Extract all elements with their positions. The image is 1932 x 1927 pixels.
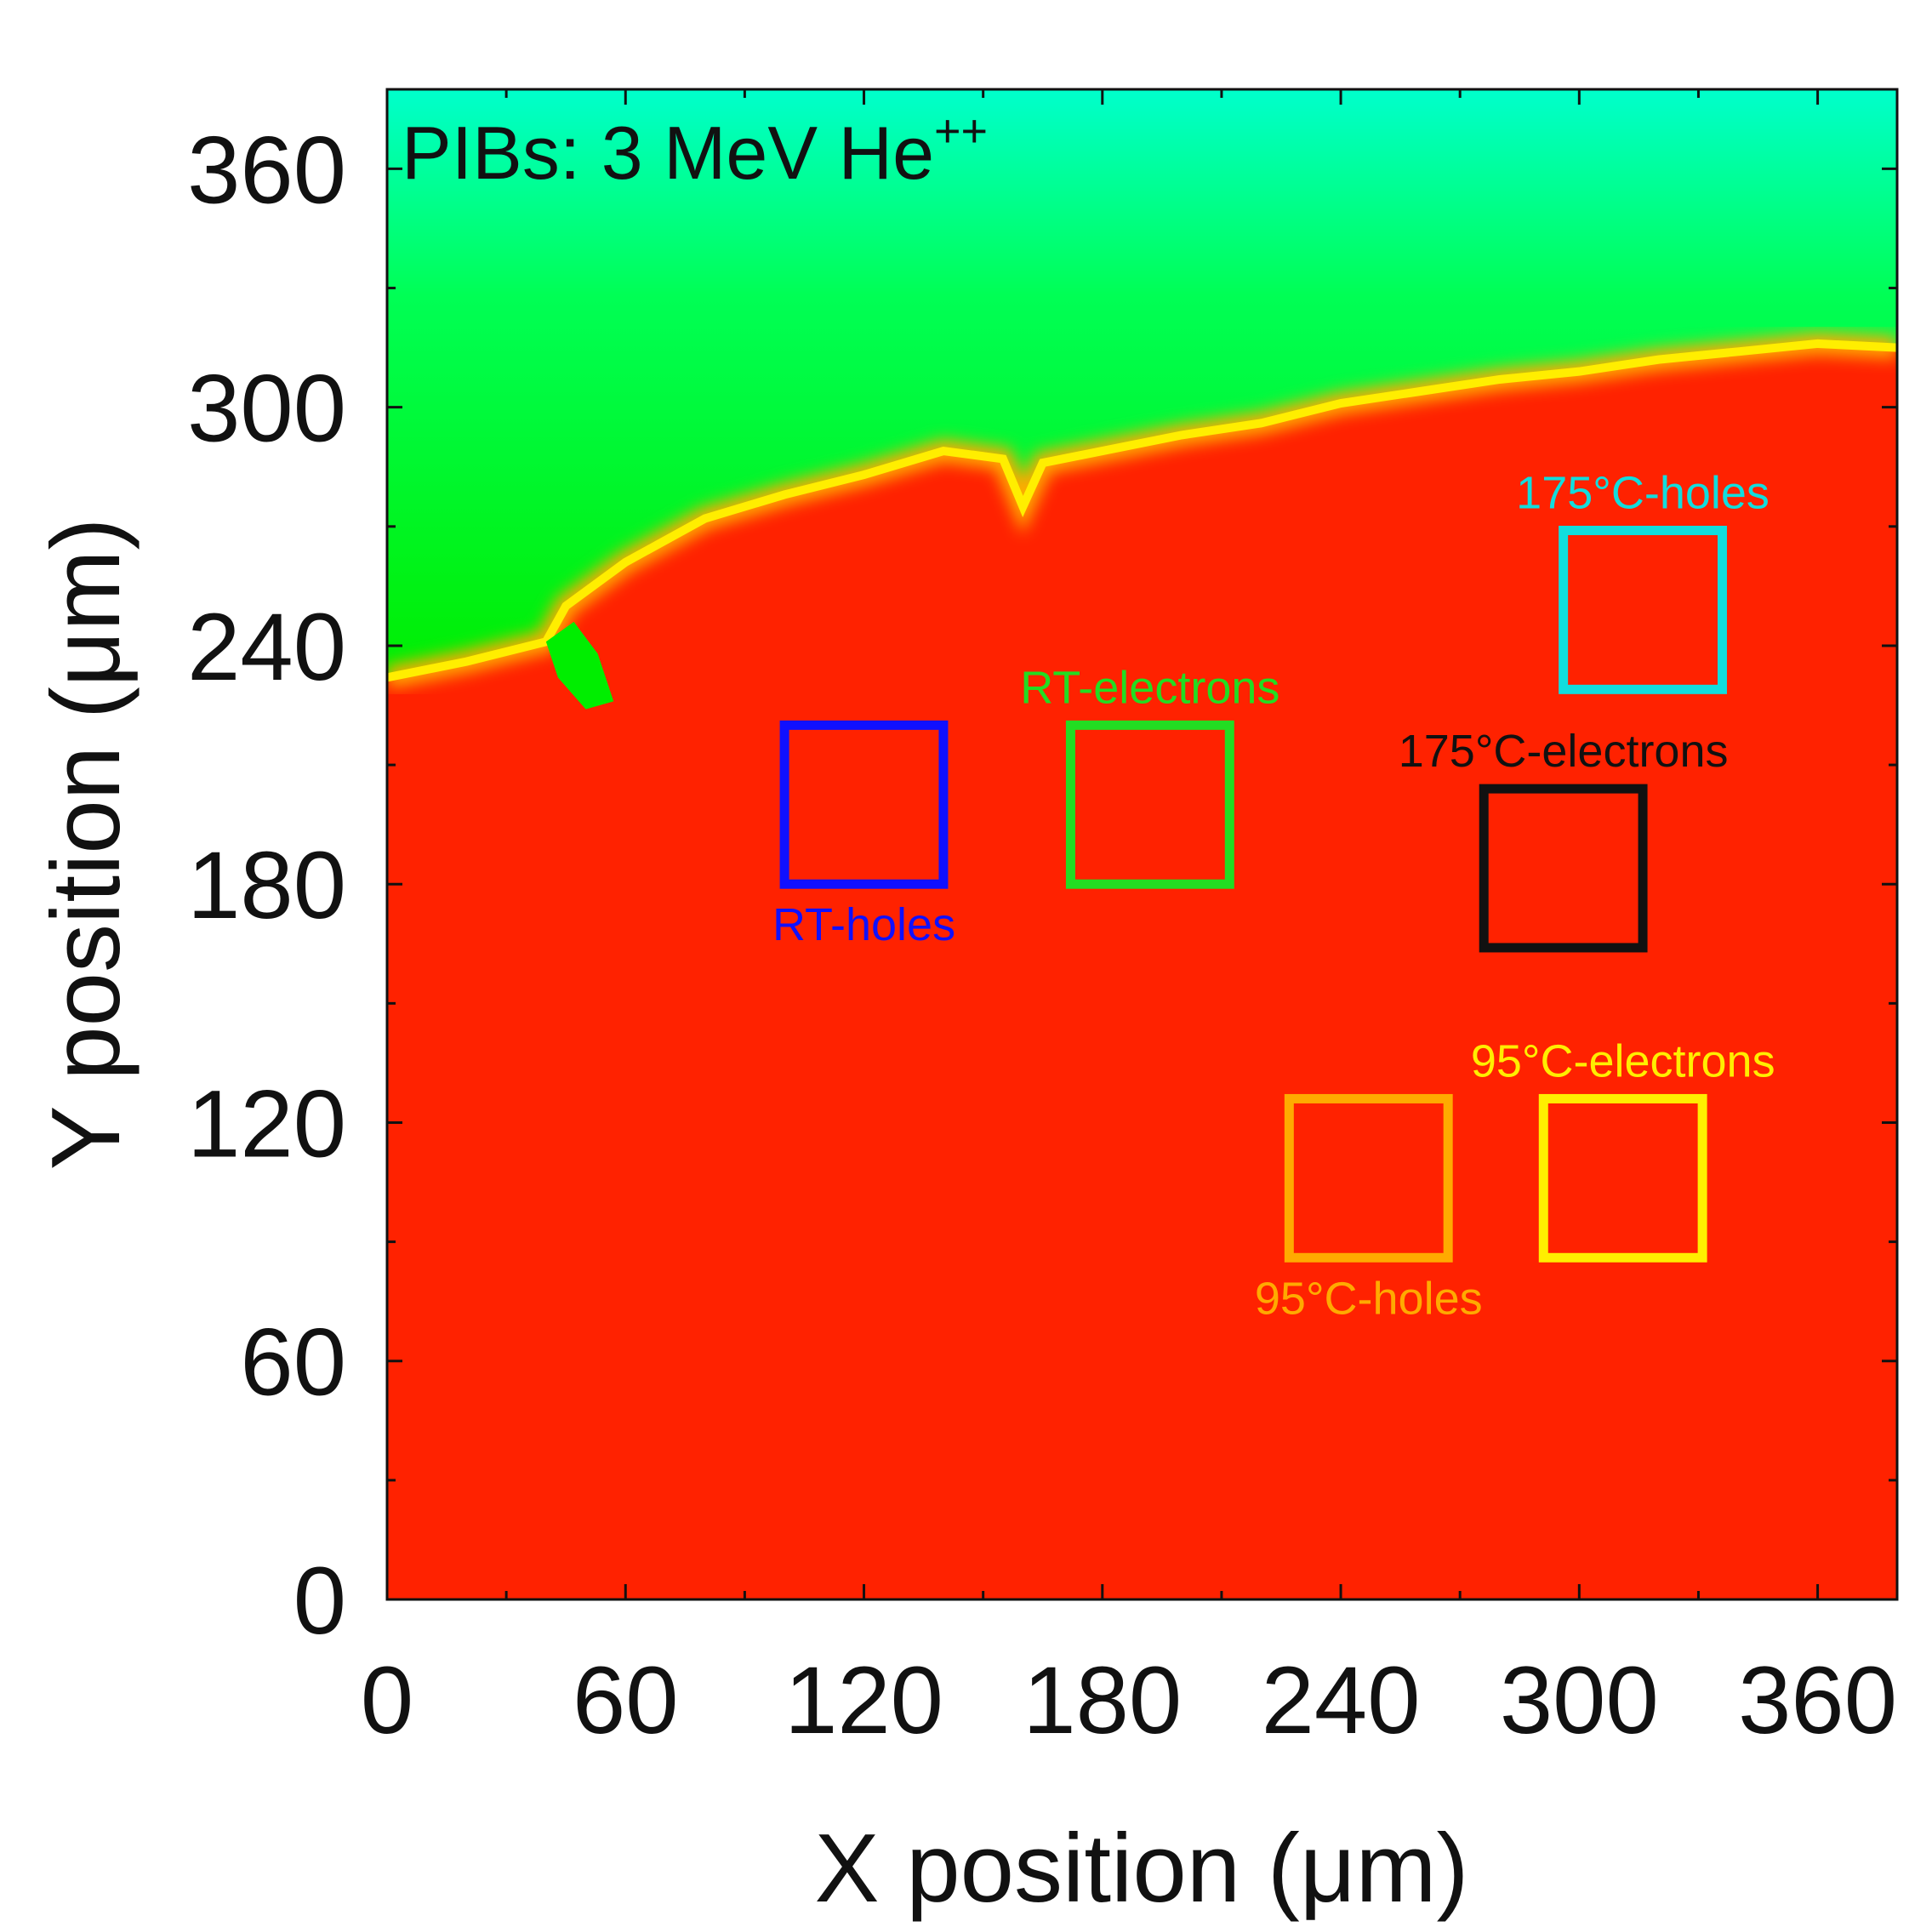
- roi-box: [1559, 525, 1727, 694]
- heatmap-boundary-edge: [387, 339, 1897, 682]
- roi-label: RT-holes: [772, 899, 955, 950]
- x-tick-label: 180: [1023, 1647, 1182, 1753]
- roi-label: 95°C-holes: [1255, 1273, 1483, 1324]
- roi-label: 95°C-electrons: [1471, 1035, 1775, 1086]
- plot-frame: [385, 88, 1899, 1601]
- y-tick-label: 0: [294, 1548, 346, 1654]
- y-tick-label: 240: [187, 594, 346, 700]
- y-tick-label: 300: [187, 356, 346, 462]
- plot-title-superscript: ++: [934, 105, 988, 157]
- y-tick-label: 180: [187, 832, 346, 938]
- x-tick-label: 0: [361, 1647, 413, 1753]
- roi-label: 175°C-holes: [1516, 467, 1770, 518]
- plot-title-text: PIBs: 3 MeV He: [402, 111, 934, 195]
- roi-box: [1479, 784, 1648, 953]
- roi-label: RT-electrons: [1020, 662, 1279, 713]
- x-axis-title: X position (μm): [815, 1815, 1469, 1923]
- x-tick-label: 120: [784, 1647, 943, 1753]
- x-tick-label: 60: [573, 1647, 679, 1753]
- roi-box: [1284, 1093, 1453, 1263]
- roi-box: [779, 720, 949, 889]
- roi-label: 175°C-electrons: [1399, 726, 1729, 777]
- x-tick-label: 300: [1500, 1647, 1659, 1753]
- heatmap-green-pocket: [545, 621, 614, 710]
- x-tick-label: 360: [1738, 1647, 1897, 1753]
- y-tick-label: 360: [187, 117, 346, 223]
- roi-box: [1065, 720, 1234, 889]
- x-tick-label: 240: [1262, 1647, 1421, 1753]
- roi-box: [1538, 1093, 1707, 1263]
- heatmap-upper-region: [387, 89, 1897, 678]
- y-tick-label: 60: [240, 1309, 346, 1416]
- y-tick-label: 120: [187, 1070, 346, 1177]
- plot-title: PIBs: 3 MeV He++: [402, 105, 988, 195]
- y-axis-title: Y position (μm): [32, 518, 140, 1171]
